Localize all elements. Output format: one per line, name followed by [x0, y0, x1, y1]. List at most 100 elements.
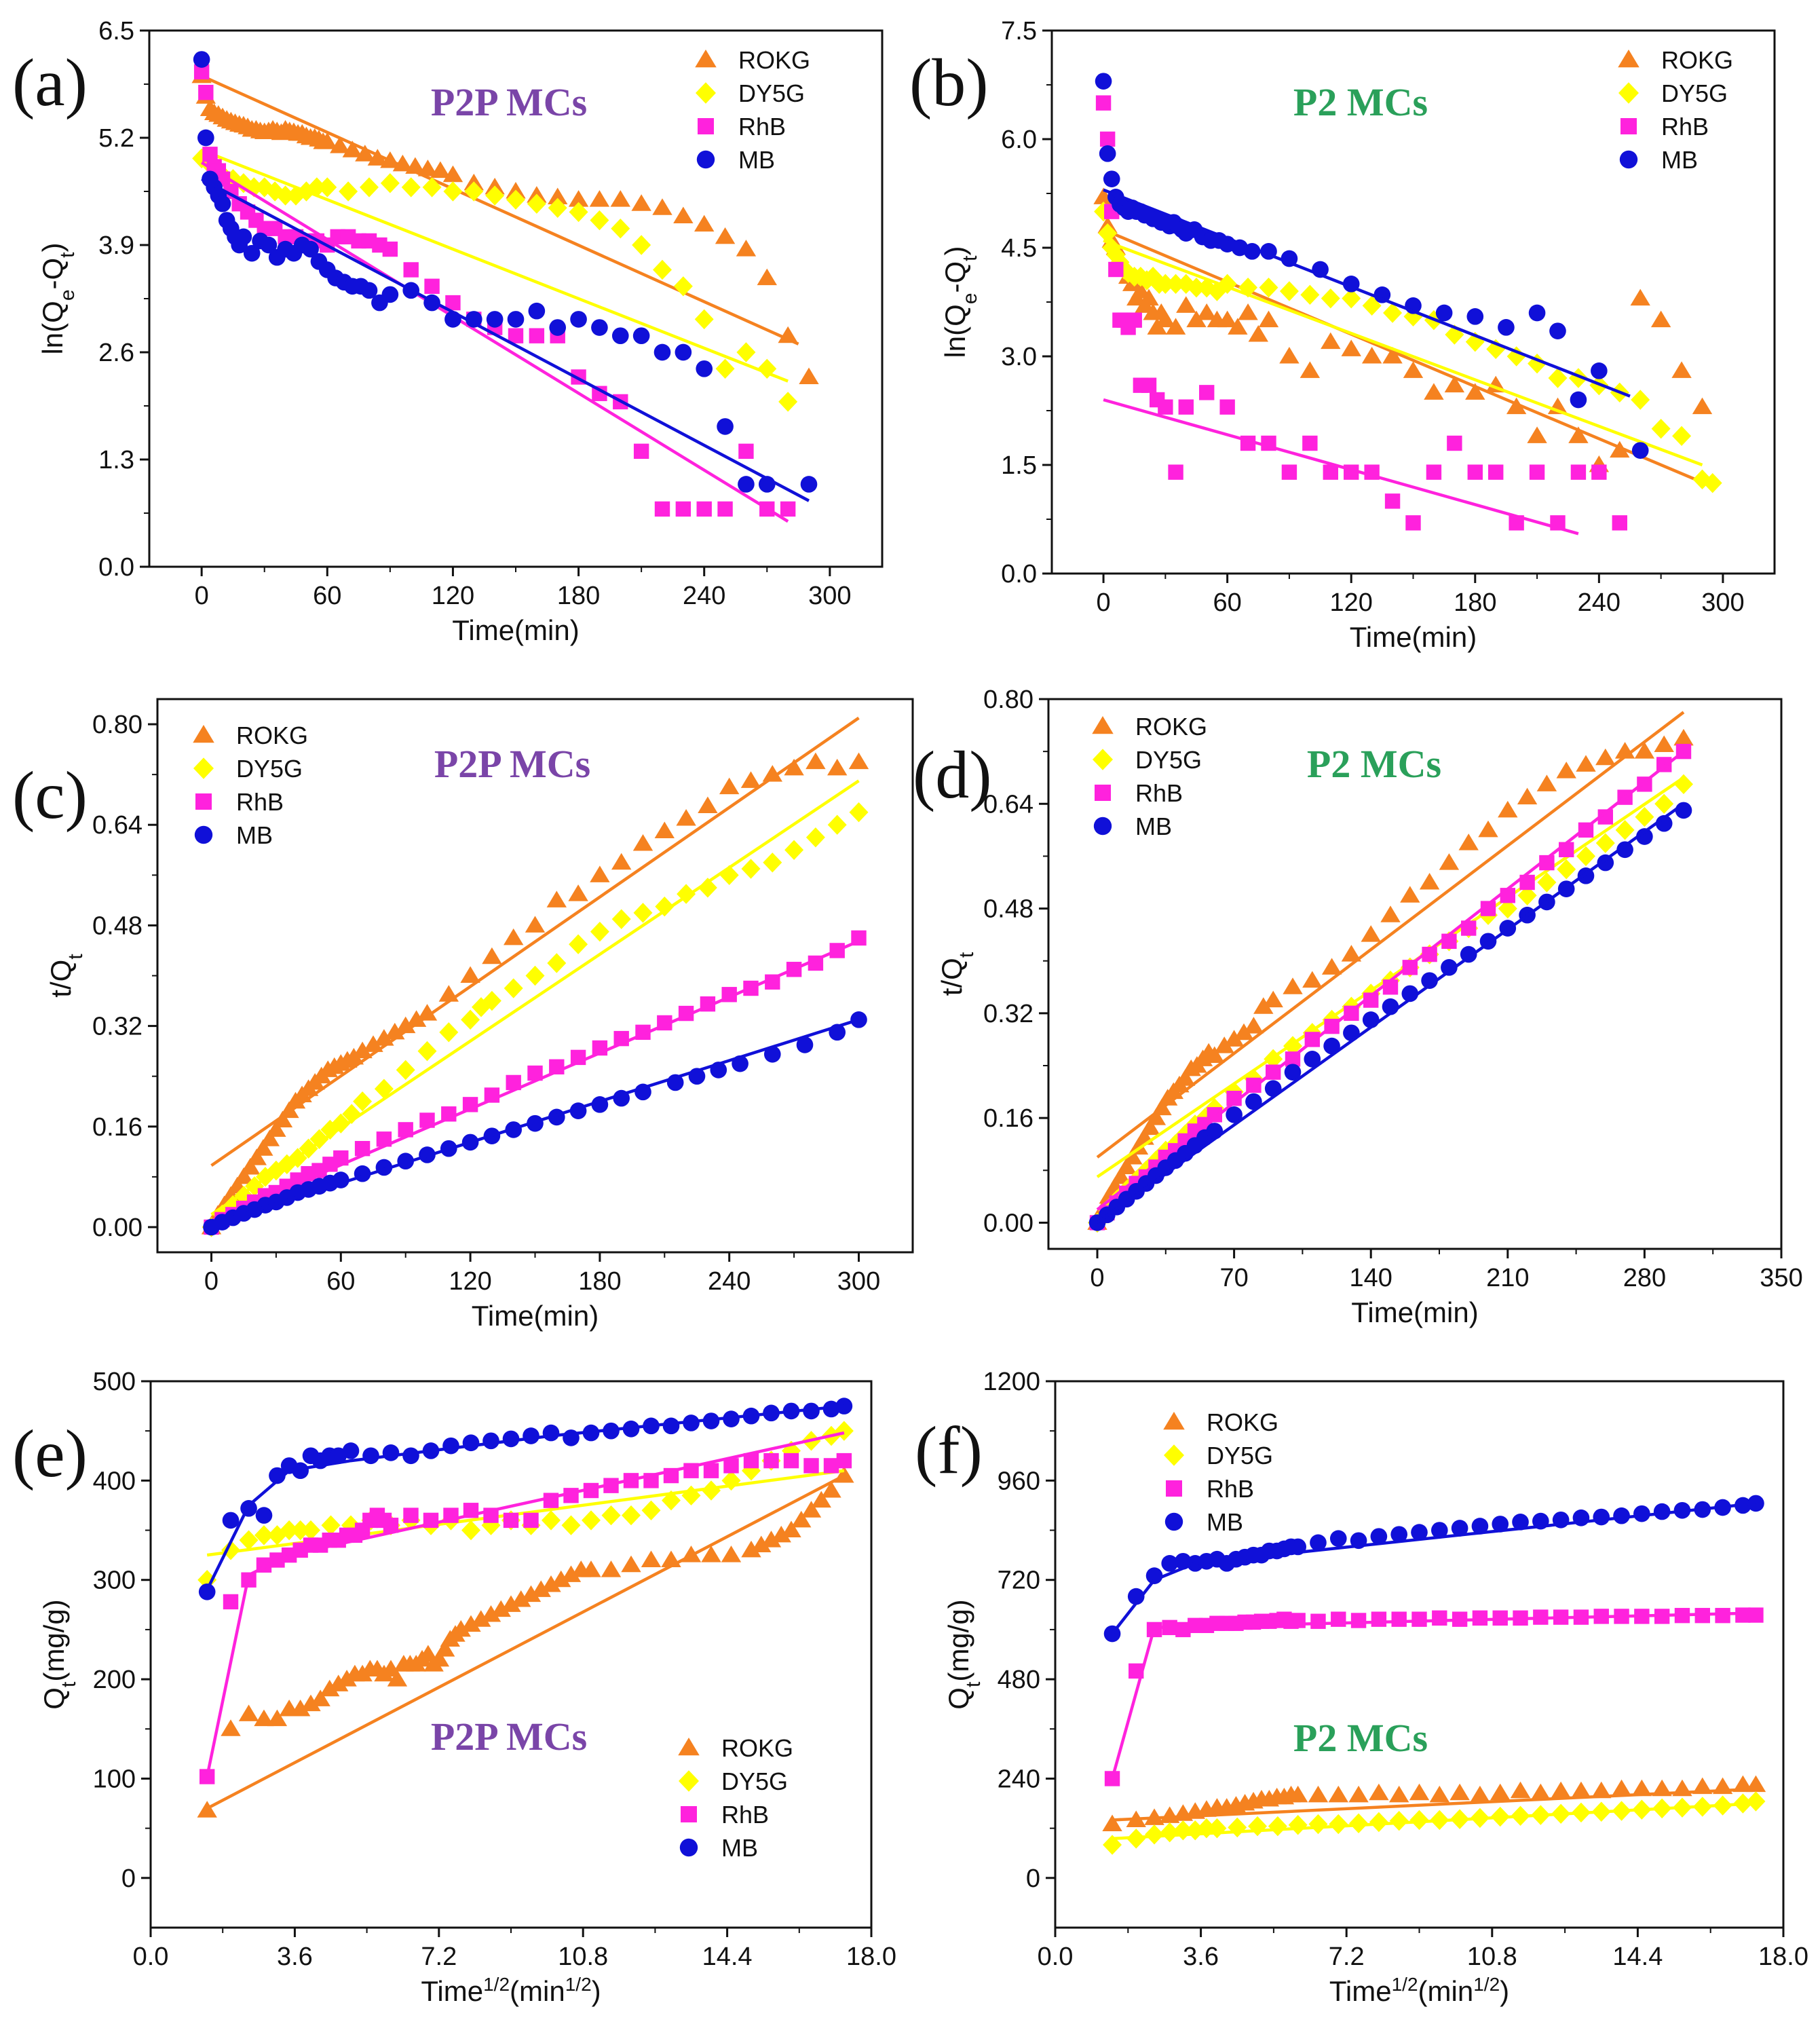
point-b-dy5g-42 — [1703, 472, 1722, 493]
point-b-rokg-30 — [1361, 347, 1382, 364]
point-a-mb-32 — [486, 311, 504, 328]
point-a-mb-18 — [302, 240, 319, 258]
y-tick-label-d-5: 0.80 — [983, 686, 1034, 714]
point-d-mb-12 — [1206, 1123, 1224, 1140]
panel-tag-b: (b) — [909, 45, 989, 120]
y-tick-label-a-3: 3.9 — [98, 231, 134, 260]
point-f-rokg-29 — [1530, 1783, 1551, 1801]
x-tick-label-d-4: 280 — [1623, 1264, 1666, 1292]
point-f-rokg-0 — [1102, 1814, 1122, 1832]
y-axis-title-f-part-2: (mg/g) — [943, 1599, 974, 1681]
point-d-dy5g-32 — [1595, 833, 1615, 853]
y-tick-label-d-0: 0.00 — [983, 1209, 1034, 1237]
point-f-rhb-38 — [1715, 1607, 1730, 1624]
legend-f: ROKG DY5G RhB MB — [1163, 1408, 1278, 1536]
point-d-rhb-26 — [1480, 901, 1496, 916]
y-tick-label-e-0: 0 — [121, 1864, 136, 1893]
x-tick-label-d-5: 350 — [1760, 1264, 1802, 1292]
legend-marker-a-rhb — [698, 118, 714, 134]
point-c-rokg-49 — [848, 752, 869, 770]
y-tick-label-b-5: 7.5 — [1001, 17, 1037, 45]
point-a-rokg-33 — [355, 145, 375, 162]
point-f-rokg-39 — [1732, 1775, 1753, 1793]
point-e-mb-35 — [822, 1400, 840, 1418]
point-a-mb-33 — [507, 311, 525, 328]
point-b-rokg-45 — [1671, 361, 1692, 378]
legend-label-c-mb: MB — [236, 821, 273, 849]
point-d-rokg-10 — [1145, 1108, 1167, 1125]
point-a-dy5g-34 — [778, 392, 798, 412]
point-e-rokg-39 — [551, 1570, 571, 1588]
point-a-rokg-53 — [715, 227, 736, 244]
x-tick-label-f-4: 14.4 — [1612, 1943, 1663, 1971]
fit-line-b-mb — [1103, 188, 1631, 398]
point-d-rokg-30 — [1341, 945, 1362, 962]
point-f-mb-25 — [1451, 1520, 1468, 1537]
series-c-rokg — [201, 716, 869, 1235]
point-b-rhb-12 — [1168, 464, 1183, 480]
point-a-rhb-22 — [382, 241, 398, 257]
y-tick-label-b-0: 0.0 — [1001, 560, 1037, 588]
y-tick-label-c-3: 0.48 — [92, 912, 143, 940]
point-f-rokg-21 — [1369, 1783, 1389, 1801]
point-b-rokg-15 — [1155, 310, 1176, 328]
point-e-dy5g-7 — [301, 1520, 320, 1541]
legend-label-a-mb: MB — [738, 146, 775, 174]
point-e-rokg-10 — [328, 1674, 349, 1691]
point-f-rhb-17 — [1290, 1613, 1306, 1628]
point-e-rhb-37 — [783, 1453, 799, 1469]
point-f-mb-23 — [1411, 1524, 1428, 1541]
point-c-dy5g-24 — [547, 953, 567, 973]
point-f-mb-27 — [1492, 1516, 1509, 1533]
material-label-d: P2 MCs — [1307, 742, 1441, 786]
series-b-dy5g — [1094, 201, 1722, 493]
point-e-rokg-55 — [791, 1510, 812, 1528]
y-tick-label-a-5: 6.5 — [98, 17, 134, 45]
x-axis-title-b: Time(min) — [1350, 621, 1477, 653]
y-axis-title-e-part-1: t — [58, 1681, 80, 1687]
point-a-rokg-54 — [736, 240, 757, 257]
point-d-rhb-28 — [1519, 874, 1535, 891]
x-tick-label-e-1: 3.6 — [277, 1943, 313, 1971]
point-e-dy5g-1 — [221, 1540, 240, 1560]
point-a-dy5g-22 — [527, 193, 546, 214]
x-tick-label-a-5: 300 — [808, 582, 851, 610]
point-c-dy5g-23 — [525, 965, 545, 986]
point-d-mb-23 — [1421, 972, 1438, 989]
legend-label-d-rhb: RhB — [1135, 779, 1183, 807]
point-b-rhb-20 — [1323, 464, 1338, 480]
fit-line-e-mb — [206, 1404, 845, 1591]
point-e-mb-3 — [255, 1507, 273, 1524]
legend-label-d-mb: MB — [1135, 812, 1172, 840]
point-a-dy5g-13 — [339, 181, 358, 202]
point-a-mb-41 — [675, 343, 692, 361]
fit-line-a-rokg — [201, 74, 799, 345]
point-e-rokg-33 — [491, 1600, 511, 1617]
point-f-mb-2 — [1145, 1567, 1163, 1584]
plot-area-e — [197, 1398, 854, 1818]
point-c-rokg-34 — [525, 916, 546, 933]
point-c-dy5g-38 — [849, 802, 869, 823]
point-a-rokg-38 — [417, 160, 438, 176]
point-e-dy5g-24 — [641, 1500, 661, 1520]
x-tick-label-a-2: 120 — [432, 582, 474, 610]
x-tick-label-d-1: 70 — [1219, 1264, 1248, 1292]
series-f-rhb — [1104, 1607, 1764, 1786]
point-b-dy5g-34 — [1548, 368, 1568, 388]
series-a-rhb — [193, 64, 796, 523]
point-e-rokg-4 — [267, 1709, 288, 1727]
legend-label-b-mb: MB — [1661, 146, 1698, 174]
legend-marker-b-mb — [1619, 150, 1638, 169]
point-c-rokg-37 — [590, 865, 610, 882]
point-c-mb-32 — [796, 1036, 814, 1053]
panel-b: 0 60 120 180 240 300 0.0 1.5 3.0 4.5 6.0 7.5 Time(mi… — [909, 17, 1776, 653]
point-a-rhb-41 — [780, 501, 796, 517]
point-a-rhb-24 — [424, 278, 440, 294]
point-b-rokg-44 — [1650, 310, 1671, 328]
point-d-rokg-15 — [1175, 1069, 1196, 1086]
point-d-rhb-20 — [1363, 992, 1379, 1008]
point-a-rokg-49 — [631, 194, 651, 211]
y-tick-label-f-1: 240 — [998, 1765, 1040, 1793]
point-f-rokg-24 — [1429, 1785, 1450, 1803]
point-b-rhb-0 — [1095, 95, 1112, 111]
